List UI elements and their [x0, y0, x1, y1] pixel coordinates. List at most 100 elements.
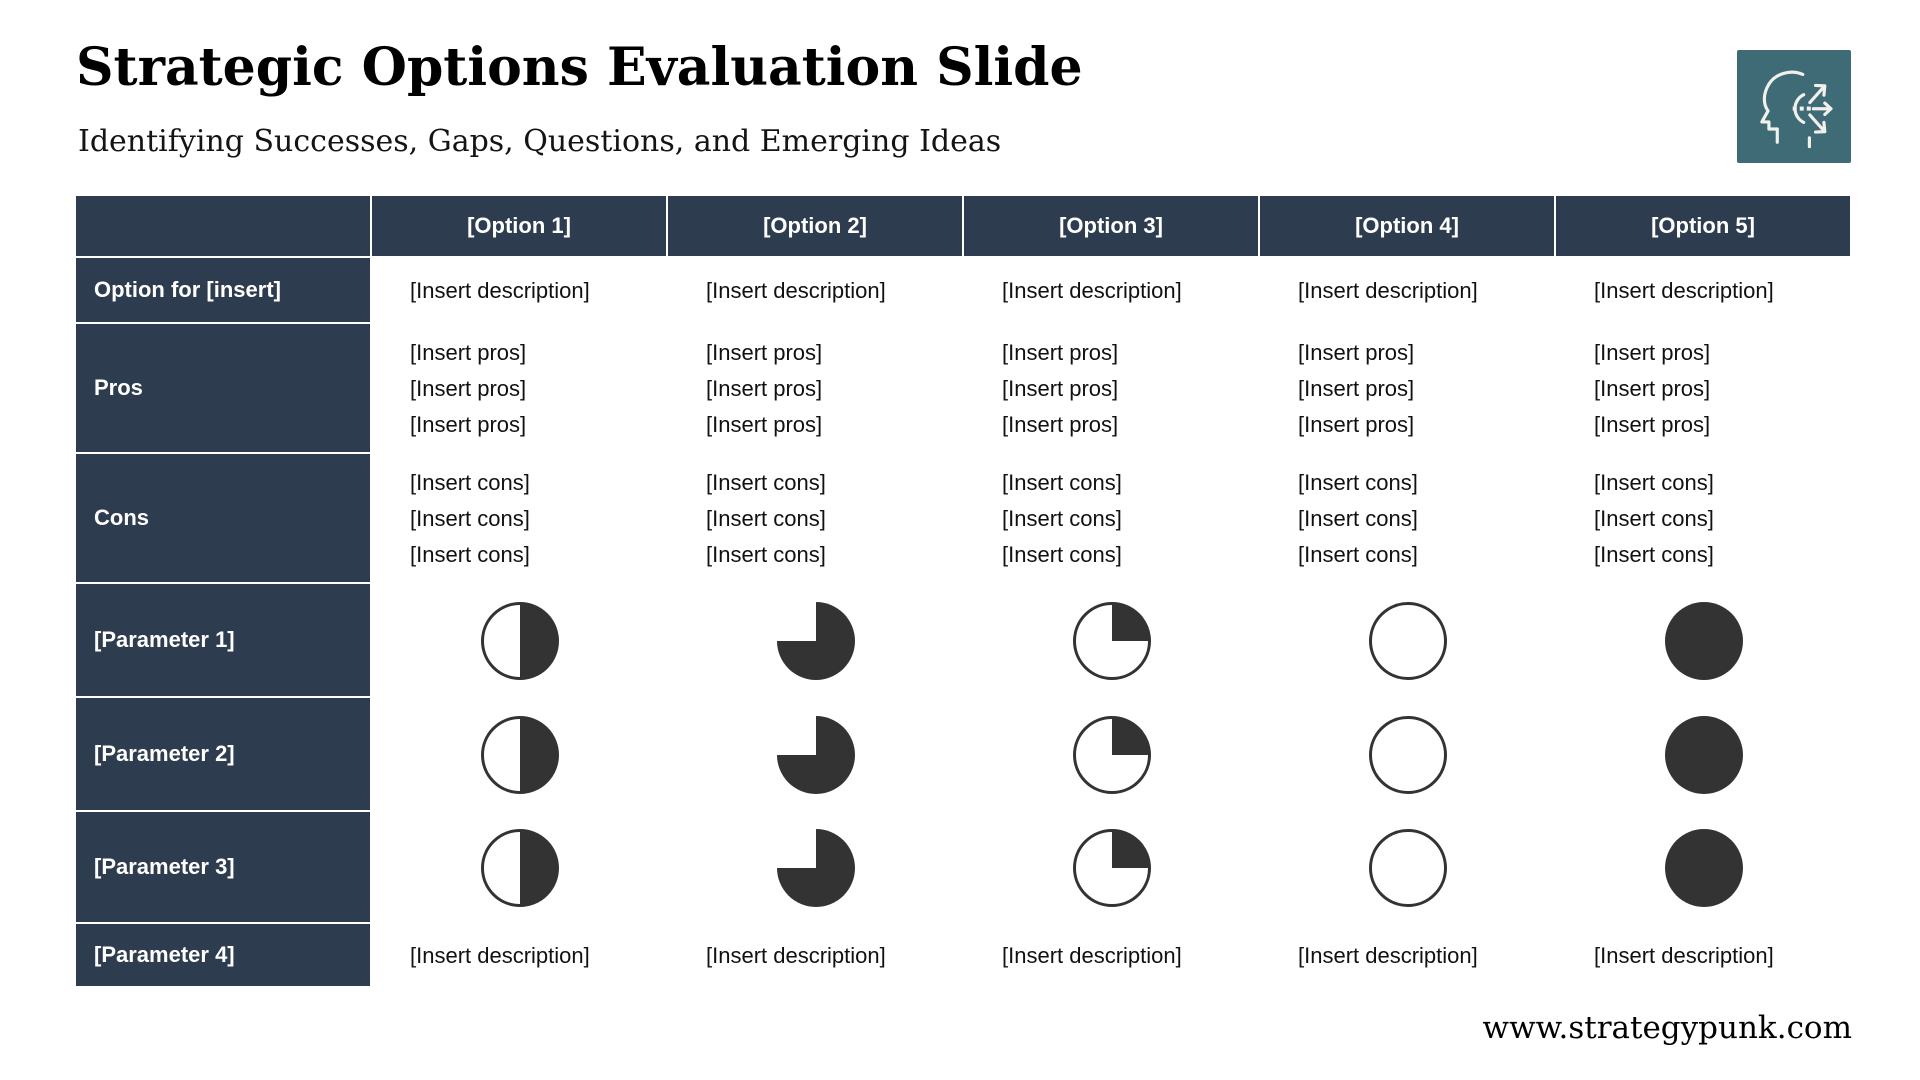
cell-text: [Insert description]: [410, 278, 590, 303]
cell-text: [Insert description]: [1002, 278, 1182, 303]
harvey-ball-quarter: [1073, 829, 1151, 907]
cell-text: [Insert description]: [1594, 943, 1774, 968]
harvey-ball-empty: [1369, 829, 1447, 907]
cell-description-option-2: [Insert description]: [668, 258, 964, 324]
evaluation-table: [Option 1] [Option 2] [Option 3] [Option…: [76, 196, 1852, 988]
harvey-ball-quarter: [1073, 602, 1151, 680]
cell-text: [Insert cons]: [1002, 470, 1122, 495]
table-corner-cell: [76, 196, 372, 258]
cell-text: [Insert description]: [1594, 278, 1774, 303]
harvey-ball-quarter: [1073, 716, 1151, 794]
cell-text: [Insert pros]: [1002, 376, 1119, 401]
row-label-pros: Pros: [76, 324, 372, 454]
cell-text: [Insert cons]: [1298, 470, 1418, 495]
row-parameter-1: [Parameter 1]: [76, 584, 1852, 698]
cell-pros-option-3: [Insert pros] [Insert pros] [Insert pros…: [964, 324, 1260, 454]
cell-text: [Insert pros]: [1594, 376, 1711, 401]
cell-text: [Insert cons]: [410, 470, 530, 495]
harvey-ball-empty: [1369, 716, 1447, 794]
cell-text: [Insert description]: [1298, 943, 1478, 968]
cell-text: [Insert pros]: [410, 376, 527, 401]
cell-cons-option-5: [Insert cons] [Insert cons] [Insert cons…: [1556, 454, 1852, 584]
cell-text: [Insert description]: [706, 278, 886, 303]
page-title: Strategic Options Evaluation Slide: [76, 37, 1083, 98]
harvey-ball-full: [1665, 602, 1743, 680]
row-label-option-for: Option for [insert]: [76, 258, 372, 324]
head-outline: [1760, 70, 1805, 144]
row-label-cons: Cons: [76, 454, 372, 584]
cell-text: [Insert pros]: [1298, 412, 1415, 437]
row-pros: Pros [Insert pros] [Insert pros] [Insert…: [76, 324, 1852, 454]
row-parameter-3: [Parameter 3]: [76, 812, 1852, 924]
cell-cons-option-3: [Insert cons] [Insert cons] [Insert cons…: [964, 454, 1260, 584]
cell-text: [Insert pros]: [1594, 340, 1711, 365]
harvey-ball-three-quarter: [777, 829, 855, 907]
cell-text: [Insert pros]: [410, 412, 527, 437]
cell-text: [Insert pros]: [706, 376, 823, 401]
cell-parameter4-option-5: [Insert description]: [1556, 924, 1852, 988]
cell-pros-option-4: [Insert pros] [Insert pros] [Insert pros…: [1260, 324, 1556, 454]
cell-parameter4-option-3: [Insert description]: [964, 924, 1260, 988]
cell-text: [Insert cons]: [410, 542, 530, 567]
row-label-parameter-2: [Parameter 2]: [76, 698, 372, 812]
cell-parameter4-option-2: [Insert description]: [668, 924, 964, 988]
cell-text: [Insert description]: [706, 943, 886, 968]
page-subtitle: Identifying Successes, Gaps, Questions, …: [78, 124, 1002, 159]
cell-text: [Insert cons]: [1002, 506, 1122, 531]
cell-text: [Insert pros]: [706, 340, 823, 365]
cell-text: [Insert cons]: [1594, 542, 1714, 567]
column-header-option-3: [Option 3]: [964, 196, 1260, 258]
cell-description-option-3: [Insert description]: [964, 258, 1260, 324]
cell-description-option-4: [Insert description]: [1260, 258, 1556, 324]
row-label-parameter-4: [Parameter 4]: [76, 924, 372, 988]
cell-text: [Insert description]: [1002, 943, 1182, 968]
cell-text: [Insert pros]: [1298, 376, 1415, 401]
row-label-parameter-1: [Parameter 1]: [76, 584, 372, 698]
row-option-description: Option for [insert] [Insert description]…: [76, 258, 1852, 324]
cell-pros-option-5: [Insert pros] [Insert pros] [Insert pros…: [1556, 324, 1852, 454]
cell-cons-option-1: [Insert cons] [Insert cons] [Insert cons…: [372, 454, 668, 584]
cell-cons-option-2: [Insert cons] [Insert cons] [Insert cons…: [668, 454, 964, 584]
arrow-southeast: [1808, 112, 1827, 134]
cell-text: [Insert pros]: [706, 412, 823, 437]
cell-text: [Insert description]: [410, 943, 590, 968]
cell-pros-option-2: [Insert pros] [Insert pros] [Insert pros…: [668, 324, 964, 454]
table-header-row: [Option 1] [Option 2] [Option 3] [Option…: [76, 196, 1852, 258]
footer-url: www.strategypunk.com: [1482, 1010, 1852, 1046]
cell-description-option-5: [Insert description]: [1556, 258, 1852, 324]
cell-cons-option-4: [Insert cons] [Insert cons] [Insert cons…: [1260, 454, 1556, 584]
cell-text: [Insert pros]: [1298, 340, 1415, 365]
harvey-ball-half: [481, 829, 559, 907]
cell-text: [Insert cons]: [1298, 506, 1418, 531]
harvey-ball-half: [481, 602, 559, 680]
cell-text: [Insert cons]: [1002, 542, 1122, 567]
cell-parameter4-option-4: [Insert description]: [1260, 924, 1556, 988]
harvey-ball-three-quarter: [777, 602, 855, 680]
cell-text: [Insert cons]: [1594, 506, 1714, 531]
cell-text: [Insert cons]: [410, 506, 530, 531]
cell-text: [Insert cons]: [706, 506, 826, 531]
column-header-option-4: [Option 4]: [1260, 196, 1556, 258]
column-header-option-1: [Option 1]: [372, 196, 668, 258]
cell-description-option-1: [Insert description]: [372, 258, 668, 324]
row-label-parameter-3: [Parameter 3]: [76, 812, 372, 924]
column-header-option-2: [Option 2]: [668, 196, 964, 258]
harvey-ball-three-quarter: [777, 716, 855, 794]
row-cons: Cons [Insert cons] [Insert cons] [Insert…: [76, 454, 1852, 584]
row-parameter-4: [Parameter 4] [Insert description] [Inse…: [76, 924, 1852, 988]
cell-text: [Insert pros]: [1002, 412, 1119, 437]
cell-parameter4-option-1: [Insert description]: [372, 924, 668, 988]
cell-text: [Insert pros]: [1594, 412, 1711, 437]
column-header-option-5: [Option 5]: [1556, 196, 1852, 258]
head-decision-arrows-icon: [1737, 50, 1851, 163]
cell-text: [Insert description]: [1298, 278, 1478, 303]
cell-text: [Insert pros]: [1002, 340, 1119, 365]
cell-text: [Insert cons]: [706, 470, 826, 495]
cell-text: [Insert pros]: [410, 340, 527, 365]
row-parameter-2: [Parameter 2]: [76, 698, 1852, 812]
harvey-ball-empty: [1369, 602, 1447, 680]
arrow-northeast: [1808, 83, 1827, 104]
cell-pros-option-1: [Insert pros] [Insert pros] [Insert pros…: [372, 324, 668, 454]
harvey-ball-full: [1665, 716, 1743, 794]
